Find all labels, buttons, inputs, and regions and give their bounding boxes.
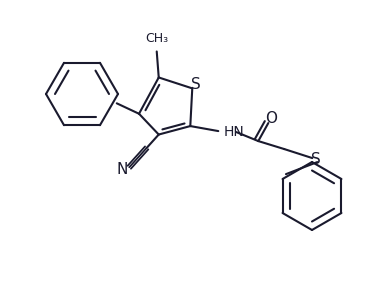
Text: S: S — [312, 152, 321, 167]
Text: CH₃: CH₃ — [145, 32, 168, 46]
Text: HN: HN — [223, 125, 244, 139]
Text: N: N — [117, 162, 128, 177]
Text: O: O — [265, 111, 277, 126]
Text: S: S — [192, 77, 201, 92]
